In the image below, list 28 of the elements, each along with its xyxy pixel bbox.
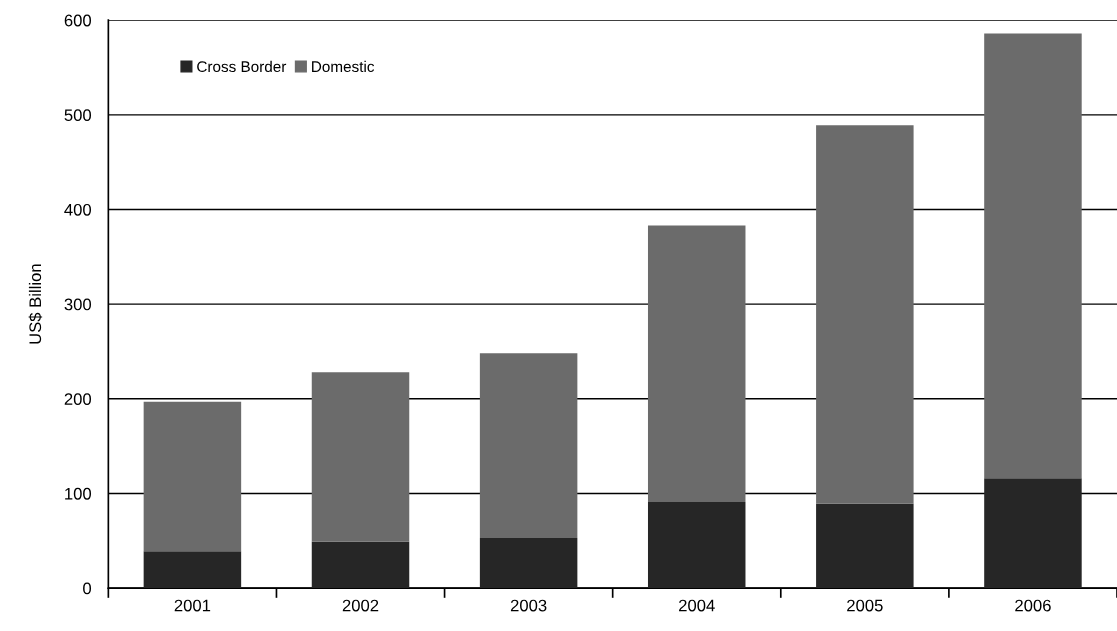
bar <box>479 537 578 589</box>
y-tick-label: 200 <box>64 393 92 405</box>
bar <box>479 353 578 538</box>
bar <box>816 125 914 504</box>
y-tick-label: 400 <box>64 203 92 216</box>
legend-label: Cross Border <box>197 60 287 73</box>
bar <box>816 503 914 589</box>
y-tick-label: 500 <box>64 109 92 122</box>
bar <box>647 501 746 589</box>
bar <box>311 541 410 589</box>
y-axis-title: US$ Billion <box>28 264 43 344</box>
bar <box>984 33 1082 479</box>
y-tick-label: 0 <box>83 582 92 595</box>
x-tick-label: 2002 <box>342 599 379 612</box>
legend-label: Domestic <box>312 60 375 73</box>
bar <box>984 478 1082 589</box>
x-tick-label: 2003 <box>510 599 547 612</box>
x-tick-label: 2006 <box>1015 599 1051 612</box>
bar <box>311 372 410 542</box>
bar <box>143 551 242 589</box>
y-tick-label: 100 <box>65 487 92 500</box>
y-tick-label: 300 <box>64 298 92 311</box>
bar <box>647 225 746 502</box>
bar <box>143 401 242 552</box>
x-tick-label: 2004 <box>679 599 715 612</box>
y-tick-label: 600 <box>64 14 92 27</box>
x-tick-label: 2005 <box>847 599 883 612</box>
x-tick-label: 2001 <box>174 599 211 612</box>
